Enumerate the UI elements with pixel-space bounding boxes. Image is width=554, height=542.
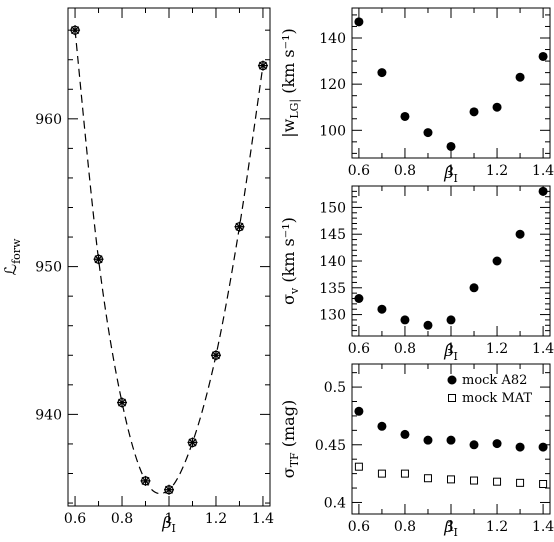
data-point-mat [355,463,362,470]
data-point [447,315,456,324]
x-tick-label: 1.2 [486,341,508,357]
data-point [423,321,432,330]
y-tick-label: 100 [319,123,346,139]
data-point [141,476,151,486]
data-point-a82 [516,443,525,452]
data-point [258,61,268,71]
data-point [70,25,80,35]
data-point [539,187,548,196]
x-axis-label: βI [443,341,458,363]
data-point-mat [471,477,478,484]
data-point-mat [494,478,501,485]
legend-marker-mat [449,395,456,402]
y-axis-label: σTF (mag) [279,400,301,478]
data-point [470,283,479,292]
data-point [516,73,525,82]
data-point [354,17,363,26]
data-point [117,398,127,408]
y-axis-label: |wLG| (km s⁻¹) [279,28,302,138]
data-point-a82 [423,436,432,445]
x-tick-label: 1.2 [486,163,508,179]
x-tick-label: 1.2 [486,519,508,535]
x-tick-label: 1.4 [532,163,554,179]
data-point-a82 [470,440,479,449]
y-tick-label: 0.5 [324,380,346,396]
x-axis-label: βI [443,517,458,539]
data-point [211,350,221,360]
y-tick-label: 145 [319,227,346,243]
x-tick-label: 0.8 [394,163,416,179]
plot-frame [352,8,550,158]
x-tick-label: 1.4 [252,511,274,527]
data-point-a82 [400,430,409,439]
x-tick-label: 0.6 [64,511,86,527]
x-tick-label: 0.8 [394,519,416,535]
data-point-mat [448,476,455,483]
y-tick-label: 120 [319,77,346,93]
data-point-mat [424,475,431,482]
x-tick-label: 0.8 [394,341,416,357]
data-point-a82 [377,422,386,431]
data-point-mat [401,470,408,477]
x-tick-label: 0.6 [348,163,370,179]
x-tick-label: 1.2 [205,511,227,527]
y-tick-label: 0.45 [315,438,346,454]
likelihood-panel: 0.6 0.8 1 1.2 1.4 940 950 960 βI ℒforw [1,8,274,535]
data-point-a82 [493,439,502,448]
data-point-a82 [539,443,548,452]
data-point-a82 [447,436,456,445]
y-axis-label: ℒforw [1,238,23,275]
data-point [400,112,409,121]
data-point [234,222,244,232]
legend-marker-a82 [448,376,457,385]
data-point [516,230,525,239]
data-point [377,305,386,314]
y-tick-label: 950 [35,260,62,276]
y-tick-label: 130 [319,308,346,324]
x-tick-label: 1.4 [532,519,554,535]
data-point [447,142,456,151]
y-tick-label: 140 [319,31,346,47]
data-point [423,128,432,137]
legend-label-mat: mock MAT [462,391,532,406]
sigma-v-panel: 0.6 0.8 1 1.2 1.4 130 135 140 145 150 βI σv (km s⁻¹… [279,186,554,363]
data-point-mat [517,479,524,486]
y-tick-label: 150 [319,200,346,216]
data-point [354,294,363,303]
data-point [470,107,479,116]
data-point [377,68,386,77]
x-tick-label: 0.8 [111,511,133,527]
x-tick-label: 1.4 [532,341,554,357]
sigma-tf-panel: 0.6 0.8 1 1.2 1.40.40.450.5βIσTF (mag)mock A… [279,364,554,539]
y-tick-label: 960 [35,112,62,128]
wlg-panel: 0.6 0.8 1 1.2 1.4 100 120 140 βI |wLG| (km s⁻¹) [279,8,554,185]
y-tick-label: 140 [319,254,346,270]
data-point [164,485,174,495]
y-axis-label: σv (km s⁻¹) [279,217,301,305]
y-tick-label: 0.4 [324,495,346,511]
x-tick-label: 0.6 [348,341,370,357]
x-axis-label: βI [161,513,176,535]
x-tick-label: 0.6 [348,519,370,535]
y-tick-label: 940 [35,407,62,423]
data-point-mat [378,470,385,477]
fit-curve [75,30,263,493]
data-point [539,52,548,61]
y-tick-label: 135 [319,281,346,297]
data-point [493,257,502,266]
x-axis-label: βI [443,163,458,185]
data-point [94,254,104,264]
data-point [493,103,502,112]
data-point-mat [540,481,547,488]
data-point [187,437,197,447]
legend-label-a82: mock A82 [462,373,527,388]
data-point [400,315,409,324]
data-point-a82 [354,407,363,416]
